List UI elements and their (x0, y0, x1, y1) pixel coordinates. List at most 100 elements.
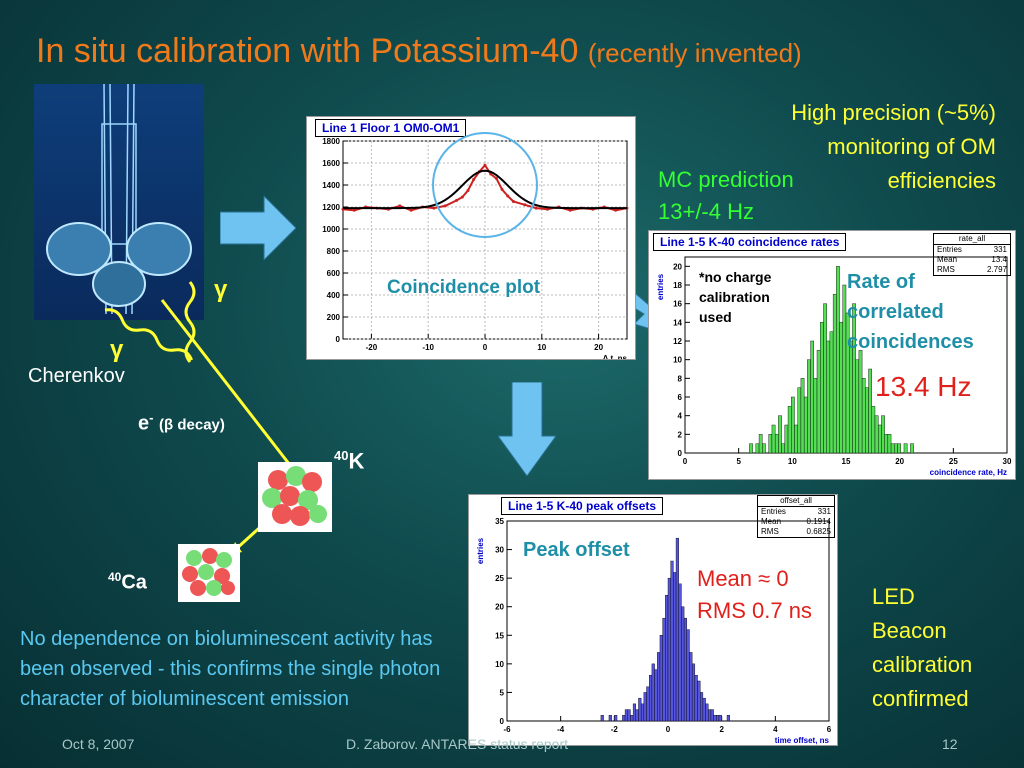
footer-author: D. Zaborov. ANTARES status report (346, 736, 569, 752)
rate-bar (871, 406, 876, 454)
x-tick-label: -6 (503, 725, 511, 734)
offset-bar (638, 697, 642, 722)
offset-bar (681, 606, 685, 722)
offset-bar (654, 669, 658, 722)
offset-bar (622, 715, 626, 722)
rate-bar (897, 443, 901, 454)
offset-bar (662, 617, 666, 722)
rate-bar (794, 424, 798, 454)
y-tick-label: 6 (678, 393, 683, 402)
offset-bar (708, 709, 712, 722)
coincidence-point (523, 203, 527, 207)
rate-bar (749, 443, 753, 454)
offset-bar (670, 560, 674, 722)
rate-bar (826, 340, 831, 454)
k40-label: 40K (334, 448, 365, 474)
offset-bar (675, 537, 679, 722)
peak-offset-label: Peak offset (521, 539, 632, 562)
x-tick-label: 15 (842, 457, 851, 466)
title-main: In situ calibration with Potassium-40 (36, 32, 579, 70)
mc-label: MC prediction (658, 167, 794, 192)
rate-bar (755, 443, 760, 454)
offset-bar (710, 709, 714, 722)
gamma-label-1: γ (214, 276, 228, 303)
coincidence-chart: -20 -10 0 10 2002004006008001000120014001600… (322, 132, 629, 359)
offset-bar (624, 709, 628, 722)
offset-bar (649, 675, 653, 722)
offsets-stats: offset_all Entries 331 Mean 0.1914 RMS 0.68… (757, 495, 835, 538)
rate-bar (810, 340, 815, 454)
coincidence-point (545, 207, 549, 211)
coincidence-point (352, 208, 356, 212)
gaussian-fit (343, 169, 627, 210)
y-tick-label: 1800 (322, 137, 340, 146)
arrow-right (220, 196, 296, 260)
coincidence-point (614, 208, 618, 212)
rate-bar (842, 284, 847, 454)
led-text: LED Beacon calibration confirmed (872, 584, 973, 711)
offset-bar (673, 572, 677, 722)
rate-bar (768, 434, 773, 454)
mc-prediction: MC prediction 13+/-4 Hz (658, 164, 794, 228)
x-tick-label: 6 (827, 725, 832, 734)
title-sub: (recently invented) (587, 38, 802, 68)
offset-bar (614, 715, 618, 722)
rate-bar (771, 424, 776, 454)
offset-bar (686, 629, 690, 722)
electron-label: e- (β decay) (138, 410, 225, 435)
offset-bar (646, 686, 650, 722)
ca40-nucleus (178, 544, 240, 602)
offset-bar (705, 703, 709, 722)
y-tick-label: 2 (678, 430, 683, 439)
rate-bar (832, 294, 837, 454)
y-tick-label: 35 (495, 517, 504, 526)
coincidence-point (500, 187, 504, 191)
rate-bar (849, 340, 853, 454)
offsets-panel: Line 1-5 K-40 peak offsets offset_all En… (468, 494, 838, 746)
electron-track (160, 299, 302, 479)
y-axis-label: entries (656, 273, 665, 300)
offset-bar (627, 709, 631, 722)
x-tick-label: -10 (422, 343, 434, 352)
y-tick-label: 15 (495, 631, 504, 640)
y-tick-label: 400 (327, 291, 341, 300)
rate-bar (781, 443, 786, 454)
y-tick-label: 8 (678, 374, 683, 383)
y-tick-label: 12 (673, 337, 682, 346)
rates-note: *no charge calibration used (699, 269, 772, 325)
x-axis-label: time offset, ns (775, 736, 830, 745)
x-tick-label: 0 (483, 343, 488, 352)
offset-bar (702, 697, 706, 722)
offset-bar (600, 715, 604, 722)
offset-bar (640, 703, 645, 722)
rate-bar (800, 378, 805, 454)
x-tick-label: -20 (366, 343, 378, 352)
rate-bar (855, 359, 860, 454)
coincidence-point (483, 163, 487, 167)
y-tick-label: 0 (678, 449, 683, 458)
y-tick-label: 18 (673, 281, 682, 290)
highlight-circle (432, 132, 538, 238)
coincidence-point (432, 206, 436, 210)
detector-photo (34, 84, 204, 320)
gamma-label-2: γ (110, 336, 124, 363)
y-tick-label: 1200 (322, 203, 340, 212)
coincidence-plot-label: Coincidence plot (387, 277, 541, 298)
slide-title: In situ calibration with Potassium-40 (r… (36, 32, 802, 71)
rate-bar (778, 415, 782, 454)
rate-bar (807, 359, 811, 454)
offset-bar (667, 577, 671, 722)
rate-bar (803, 396, 808, 454)
y-axis-label: entries (476, 537, 485, 564)
y-tick-label: 20 (673, 262, 682, 271)
ca40-label: 40Ca (108, 570, 147, 594)
x-tick-label: -4 (557, 725, 565, 734)
rate-bar (881, 415, 885, 454)
arrow-down (498, 382, 556, 476)
x-tick-label: 10 (788, 457, 797, 466)
rate-bar (910, 443, 914, 454)
x-tick-label: -2 (611, 725, 619, 734)
y-tick-label: 0 (500, 717, 505, 726)
rate-bar (877, 424, 882, 454)
coincidence-point (506, 194, 510, 198)
